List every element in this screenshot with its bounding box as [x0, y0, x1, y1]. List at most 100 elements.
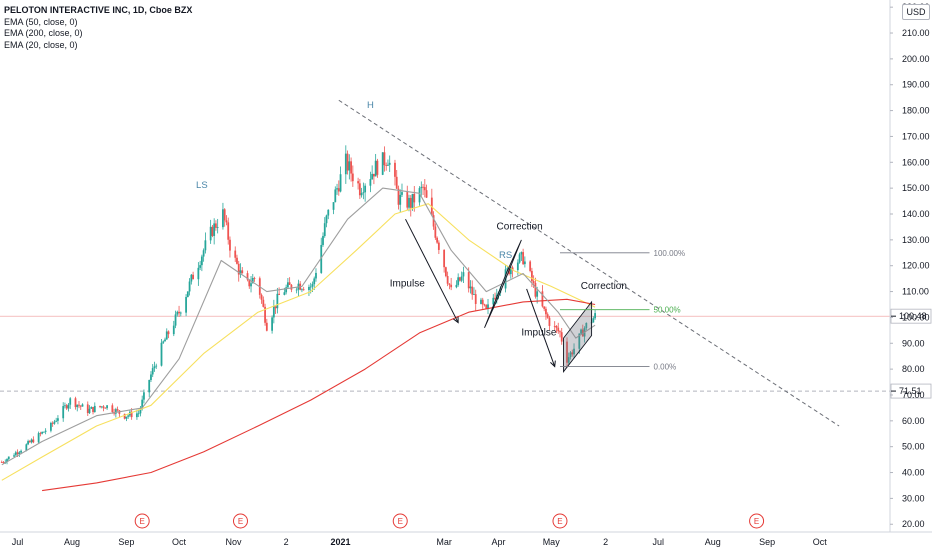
earnings-marker[interactable] — [552, 513, 568, 529]
note-label-impulse[interactable]: Impulse — [521, 328, 556, 339]
price-tick-label[interactable]: 140.00 — [902, 209, 930, 219]
legend-ema-20[interactable]: EMA (20, close, 0) — [4, 39, 78, 50]
candle-body — [178, 311, 180, 314]
candle-body — [139, 408, 142, 414]
currency-button[interactable]: USD — [902, 4, 930, 20]
pattern-label-rs[interactable]: RS — [499, 250, 512, 261]
reference-price-label[interactable]: 71.51 — [899, 386, 922, 396]
candle-body — [93, 405, 96, 413]
legend-symbol-title[interactable]: PELOTON INTERACTIVE INC, 1D, Cboe BZX — [4, 5, 193, 15]
earnings-marker[interactable] — [749, 513, 765, 529]
earnings-marker[interactable] — [232, 513, 248, 529]
price-tick-label[interactable]: 20.00 — [902, 519, 925, 529]
price-tick-label[interactable]: 40.00 — [902, 468, 925, 478]
fib-level-label[interactable]: 50.00% — [654, 306, 681, 315]
downtrend-line[interactable] — [338, 99, 840, 427]
time-tick-label[interactable]: Jul — [12, 537, 24, 547]
candle-body — [143, 392, 145, 400]
candle-body — [199, 265, 202, 268]
candle-body — [16, 452, 19, 454]
candle-body — [67, 404, 70, 409]
candle-body — [320, 244, 323, 273]
time-tick-label[interactable]: Oct — [813, 537, 828, 547]
candle-body — [130, 411, 133, 418]
candle-body — [374, 160, 377, 177]
candle-body — [127, 415, 130, 417]
impulse-arrow-1[interactable] — [405, 218, 459, 323]
legend-ema-200[interactable]: EMA (200, close, 0) — [4, 28, 83, 38]
time-tick-label[interactable]: May — [543, 537, 561, 547]
time-tick-label[interactable]: Apr — [492, 537, 506, 547]
earnings-marker[interactable] — [392, 513, 408, 529]
candle-body — [188, 281, 191, 292]
legend-ema-50[interactable]: EMA (50, close, 0) — [4, 16, 78, 27]
candle-body — [160, 342, 163, 366]
candle-body — [141, 399, 144, 409]
time-tick-label[interactable]: 2 — [284, 537, 289, 547]
ema-line-ema50[interactable] — [1, 203, 596, 481]
candle-body — [434, 226, 437, 238]
candle-body — [264, 306, 266, 323]
candle-body — [248, 279, 251, 287]
note-label-impulse[interactable]: Impulse — [390, 278, 425, 289]
price-tick-label[interactable]: 190.00 — [902, 80, 930, 90]
price-tick-label[interactable]: 30.00 — [902, 493, 925, 503]
note-label-correction[interactable]: Correction — [497, 222, 543, 233]
candle-body — [86, 404, 89, 414]
time-tick-label[interactable]: Mar — [436, 537, 452, 547]
candle-body — [69, 398, 72, 405]
impulse-arrow-2[interactable] — [526, 288, 556, 367]
ema-line-ema20[interactable] — [1, 187, 596, 466]
price-tick-label[interactable]: 130.00 — [902, 235, 930, 245]
earnings-marker-label: E — [140, 517, 145, 526]
candle-body — [176, 311, 179, 315]
price-tick-label[interactable]: 170.00 — [902, 131, 930, 141]
candle-body — [239, 270, 242, 275]
time-tick-label[interactable]: 2021 — [331, 537, 351, 547]
candle-body — [323, 223, 326, 237]
price-tick-label[interactable]: 180.00 — [902, 106, 930, 116]
candle-body — [422, 186, 424, 188]
price-tick-label[interactable]: 150.00 — [902, 183, 930, 193]
candle-body — [6, 459, 8, 463]
pattern-label-h[interactable]: H — [367, 100, 374, 111]
time-tick-label[interactable]: Nov — [225, 537, 242, 547]
price-tick-label[interactable]: 50.00 — [902, 442, 925, 452]
time-tick-label[interactable]: Oct — [172, 537, 187, 547]
ema-line-ema200[interactable] — [42, 298, 596, 492]
price-tick-label[interactable]: 70.00 — [902, 390, 925, 400]
candle-body — [518, 254, 521, 263]
candle-body — [446, 276, 449, 284]
price-tick-label[interactable]: 120.00 — [902, 261, 930, 271]
candle-body — [385, 165, 388, 166]
candle-body — [387, 164, 389, 166]
candle-body — [573, 348, 575, 355]
time-tick-label[interactable]: Aug — [64, 537, 80, 547]
time-tick-label[interactable]: Aug — [705, 537, 721, 547]
candle-body — [536, 291, 539, 297]
fib-level-label[interactable]: 0.00% — [654, 363, 677, 372]
note-label-correction[interactable]: Correction — [581, 281, 627, 292]
price-tick-label[interactable]: 100.00 — [902, 312, 930, 322]
price-tick-label[interactable]: 200.00 — [902, 54, 930, 64]
price-tick-label[interactable]: 210.00 — [902, 28, 930, 38]
candle-body — [301, 289, 303, 291]
price-tick-label[interactable]: 80.00 — [902, 364, 925, 374]
time-tick-label[interactable]: Sep — [759, 537, 775, 547]
time-tick-label[interactable]: Sep — [118, 537, 134, 547]
fib-level-label[interactable]: 100.00% — [654, 249, 686, 258]
correction-channel-1[interactable] — [484, 239, 522, 328]
price-tick-label[interactable]: 90.00 — [902, 338, 925, 348]
candle-body — [14, 452, 17, 456]
time-tick-label[interactable]: 2 — [603, 537, 608, 547]
price-tick-label[interactable]: 60.00 — [902, 416, 925, 426]
earnings-marker[interactable] — [134, 513, 150, 529]
pattern-label-ls[interactable]: LS — [196, 180, 208, 191]
current-price-label[interactable]: 100.48 — [899, 311, 927, 321]
price-tick-label[interactable]: 110.00 — [902, 287, 929, 297]
price-tick-label[interactable]: 160.00 — [902, 157, 930, 167]
time-tick-label[interactable]: Jul — [653, 537, 665, 547]
correction-channel-2[interactable] — [563, 300, 593, 374]
